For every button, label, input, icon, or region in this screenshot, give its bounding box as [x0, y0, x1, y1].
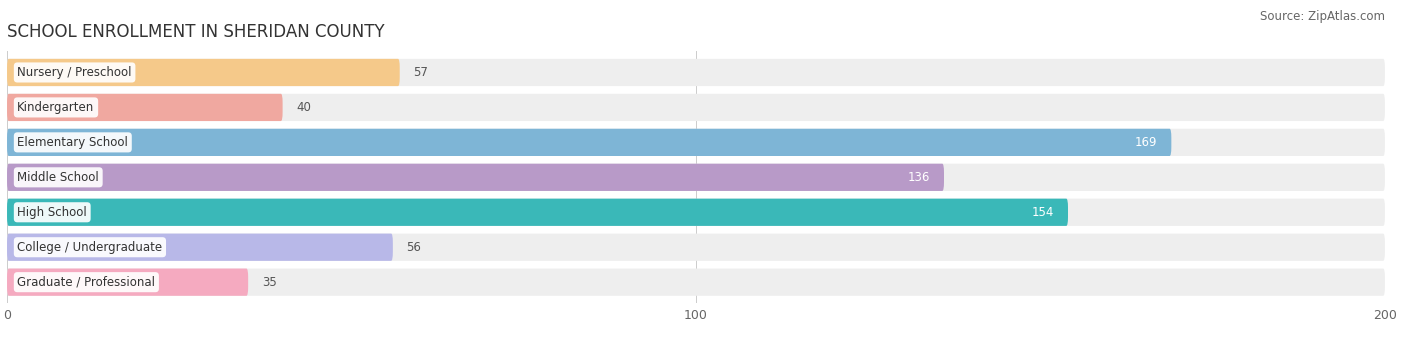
FancyBboxPatch shape	[7, 59, 399, 86]
Text: Nursery / Preschool: Nursery / Preschool	[17, 66, 132, 79]
FancyBboxPatch shape	[7, 94, 283, 121]
Text: Graduate / Professional: Graduate / Professional	[17, 276, 156, 289]
FancyBboxPatch shape	[7, 234, 1385, 261]
FancyBboxPatch shape	[7, 164, 943, 191]
Text: 56: 56	[406, 241, 422, 254]
FancyBboxPatch shape	[7, 59, 1385, 86]
Text: Kindergarten: Kindergarten	[17, 101, 94, 114]
FancyBboxPatch shape	[7, 129, 1385, 156]
Text: College / Undergraduate: College / Undergraduate	[17, 241, 163, 254]
Text: 154: 154	[1032, 206, 1054, 219]
Text: 40: 40	[297, 101, 311, 114]
FancyBboxPatch shape	[7, 94, 1385, 121]
FancyBboxPatch shape	[7, 199, 1385, 226]
Text: High School: High School	[17, 206, 87, 219]
FancyBboxPatch shape	[7, 269, 1385, 296]
Text: 136: 136	[908, 171, 931, 184]
FancyBboxPatch shape	[7, 234, 392, 261]
Text: Source: ZipAtlas.com: Source: ZipAtlas.com	[1260, 10, 1385, 23]
FancyBboxPatch shape	[7, 164, 1385, 191]
FancyBboxPatch shape	[7, 199, 1069, 226]
Text: Middle School: Middle School	[17, 171, 98, 184]
FancyBboxPatch shape	[7, 129, 1171, 156]
Text: SCHOOL ENROLLMENT IN SHERIDAN COUNTY: SCHOOL ENROLLMENT IN SHERIDAN COUNTY	[7, 23, 385, 41]
FancyBboxPatch shape	[7, 269, 249, 296]
Text: 35: 35	[262, 276, 277, 289]
Text: 169: 169	[1135, 136, 1157, 149]
Text: 57: 57	[413, 66, 429, 79]
Text: Elementary School: Elementary School	[17, 136, 128, 149]
